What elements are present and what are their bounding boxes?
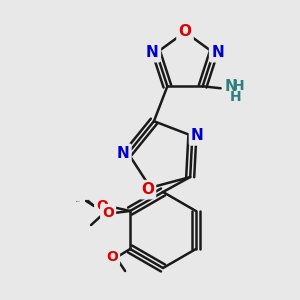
Text: N: N [211,45,224,60]
Text: O: O [102,206,114,220]
Text: O: O [141,182,154,197]
Text: H: H [233,79,244,93]
Text: N: N [117,146,129,161]
Text: N: N [224,79,237,94]
Text: O: O [178,25,191,40]
Text: O: O [106,250,118,264]
Text: H: H [230,90,242,104]
Text: N: N [191,128,204,143]
Text: N: N [146,45,159,60]
Text: O: O [96,199,108,213]
Text: methyl: methyl [76,200,80,202]
